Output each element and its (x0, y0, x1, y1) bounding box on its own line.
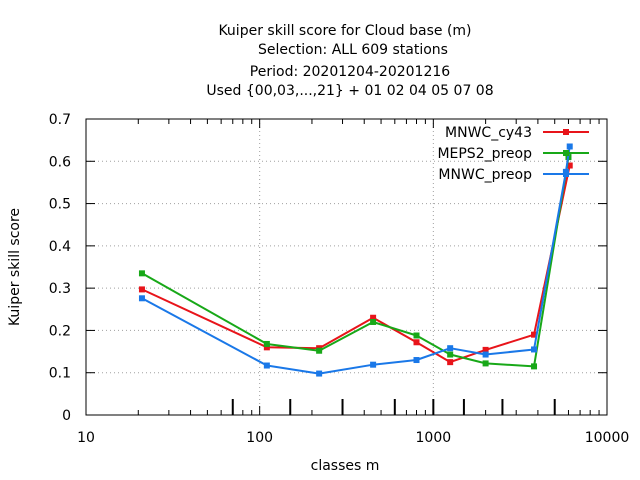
x-tick-label: 100 (246, 430, 273, 446)
title-line: Used {00,03,...,21} + 01 02 04 05 07 08 (206, 83, 493, 99)
series (138, 143, 573, 377)
data-point (370, 318, 377, 325)
series-line (141, 146, 571, 375)
data-point (531, 346, 538, 353)
class-markers (231, 399, 556, 415)
legend-marker (563, 150, 569, 156)
data-point (138, 286, 145, 293)
x-axis-label: classes m (311, 458, 380, 474)
data-point (531, 331, 538, 338)
grid (86, 119, 607, 415)
data-point (482, 360, 489, 367)
x-tick-label: 10 (77, 430, 95, 446)
data-point (138, 295, 145, 302)
data-point (316, 370, 323, 377)
legend: MNWC_cy43 MEPS2_preop MNWC_preop (437, 125, 589, 183)
y-tick-label: 0.1 (49, 366, 71, 382)
x-tick-label: 1000 (416, 430, 452, 446)
data-point (413, 339, 420, 346)
y-tick-label: 0.7 (49, 112, 71, 128)
data-point (482, 346, 489, 353)
y-tick-label: 0.4 (49, 239, 71, 255)
data-point (447, 345, 454, 352)
y-tick-label: 0.2 (49, 323, 71, 339)
data-point (482, 351, 489, 358)
legend-label: MEPS2_preop (437, 146, 532, 162)
data-point (263, 344, 270, 351)
data-point (447, 359, 454, 366)
axis-ticks: 0 0.1 0.2 0.3 0.4 0.5 0.6 0.7 10 100 1000 10000 (49, 112, 630, 446)
data-point (138, 270, 145, 277)
data-point (447, 351, 454, 358)
legend-label: MNWC_cy43 (445, 125, 532, 141)
legend-marker (563, 171, 569, 177)
data-point (263, 362, 270, 369)
title-line: Period: 20201204-20201216 (250, 64, 450, 80)
data-point (263, 340, 270, 347)
y-tick-label: 0.3 (49, 281, 71, 297)
legend-marker (563, 129, 569, 135)
title-line: Kuiper skill score for Cloud base (m) (218, 23, 471, 39)
series-line (141, 156, 570, 368)
plot-frame (85, 118, 608, 416)
data-point (370, 314, 377, 321)
y-axis-label: Kuiper skill score (7, 208, 23, 326)
x-tick-label: 10000 (585, 430, 630, 446)
data-point (531, 363, 538, 370)
data-point (316, 347, 323, 354)
chart-title: Kuiper skill score for Cloud base (m) Se… (206, 23, 493, 99)
data-point (413, 332, 420, 339)
data-point (370, 361, 377, 368)
y-tick-label: 0.6 (49, 154, 71, 170)
data-point (566, 162, 573, 169)
legend-label: MNWC_preop (438, 167, 532, 183)
y-tick-label: 0.5 (49, 197, 71, 213)
data-point (566, 143, 573, 150)
title-line: Selection: ALL 609 stations (258, 42, 448, 58)
data-point (413, 357, 420, 364)
y-tick-label: 0 (62, 408, 71, 424)
